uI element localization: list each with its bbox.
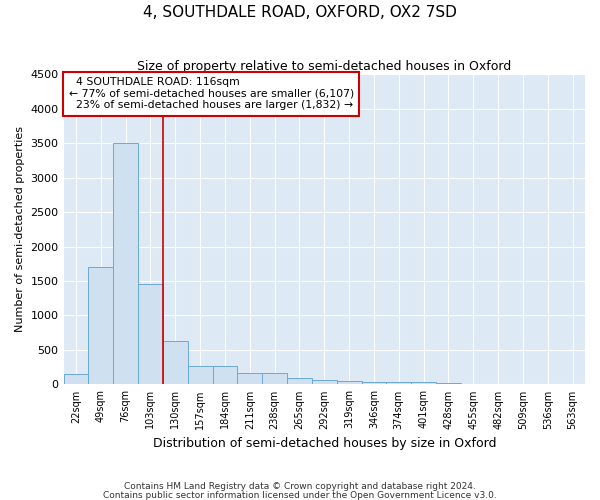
- Bar: [337, 381, 362, 384]
- Text: Contains public sector information licensed under the Open Government Licence v3: Contains public sector information licen…: [103, 490, 497, 500]
- Bar: [138, 284, 163, 384]
- Bar: [312, 380, 337, 384]
- Bar: [113, 143, 138, 384]
- Y-axis label: Number of semi-detached properties: Number of semi-detached properties: [15, 126, 25, 332]
- Bar: [88, 267, 113, 384]
- X-axis label: Distribution of semi-detached houses by size in Oxford: Distribution of semi-detached houses by …: [152, 437, 496, 450]
- Text: 4 SOUTHDALE ROAD: 116sqm
← 77% of semi-detached houses are smaller (6,107)
  23%: 4 SOUTHDALE ROAD: 116sqm ← 77% of semi-d…: [69, 78, 354, 110]
- Bar: [262, 374, 287, 384]
- Bar: [188, 366, 212, 384]
- Bar: [386, 382, 411, 384]
- Bar: [212, 366, 238, 384]
- Text: Contains HM Land Registry data © Crown copyright and database right 2024.: Contains HM Land Registry data © Crown c…: [124, 482, 476, 491]
- Bar: [64, 374, 88, 384]
- Bar: [238, 374, 262, 384]
- Text: 4, SOUTHDALE ROAD, OXFORD, OX2 7SD: 4, SOUTHDALE ROAD, OXFORD, OX2 7SD: [143, 5, 457, 20]
- Bar: [362, 382, 386, 384]
- Title: Size of property relative to semi-detached houses in Oxford: Size of property relative to semi-detach…: [137, 60, 511, 73]
- Bar: [287, 378, 312, 384]
- Bar: [411, 382, 436, 384]
- Bar: [163, 341, 188, 384]
